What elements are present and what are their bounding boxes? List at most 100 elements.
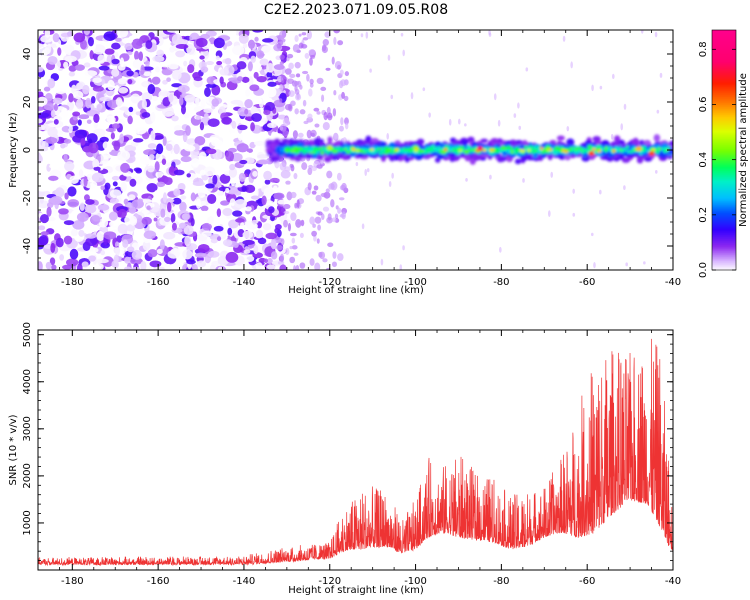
heatmap-cell <box>496 155 504 163</box>
heatmap-cell <box>400 32 404 37</box>
heatmap-cell <box>119 57 125 67</box>
heatmap-cell <box>232 45 245 56</box>
heatmap-cell <box>514 147 519 153</box>
heatmap-cell <box>80 138 86 146</box>
heatmap-cell <box>497 119 501 127</box>
colorbar-segment <box>712 56 736 59</box>
x-tick-label: -100 <box>404 576 427 587</box>
heatmap-cell <box>225 187 230 194</box>
colorbar-segment <box>712 138 736 141</box>
heatmap-cell <box>403 148 409 152</box>
heatmap-cell <box>247 39 256 50</box>
heatmap-cell <box>135 168 143 174</box>
heatmap-cell <box>117 208 127 218</box>
heatmap-cell <box>38 106 45 111</box>
colorbar-segment <box>712 116 736 119</box>
heatmap-cell <box>143 149 156 156</box>
heatmap-cell <box>455 148 460 152</box>
colorbar-segment <box>712 126 736 129</box>
heatmap-cell <box>128 206 137 214</box>
heatmap-cell <box>140 260 147 270</box>
heatmap-cell <box>124 42 133 51</box>
heatmap-cell <box>465 177 468 182</box>
heatmap-cell <box>327 213 332 221</box>
heatmap-cell <box>295 93 302 101</box>
snr-y-label: SNR (10 * v/v) <box>8 414 19 485</box>
x-tick-label: -160 <box>147 576 170 587</box>
heatmap-cell <box>145 40 153 50</box>
colorbar-segment <box>712 64 736 67</box>
heatmap-cell <box>300 219 305 227</box>
x-tick-label: -180 <box>61 576 84 587</box>
heatmap-cell <box>270 155 279 163</box>
heatmap-cell <box>227 227 233 236</box>
y-tick-label: 5000 <box>22 322 33 347</box>
heatmap-cell <box>92 86 104 92</box>
heatmap-cell <box>100 185 106 191</box>
colorbar-segment <box>712 226 736 229</box>
heatmap-cell <box>326 170 333 179</box>
heatmap-cell <box>88 255 96 262</box>
heatmap-cell <box>196 260 207 268</box>
heatmap-cell <box>78 114 90 120</box>
colorbar-segment <box>712 136 736 139</box>
heatmap-cell <box>183 60 188 67</box>
heatmap-cell <box>279 264 287 270</box>
heatmap-cell <box>149 260 162 268</box>
heatmap-cell <box>187 64 195 74</box>
heatmap-cell <box>471 148 476 151</box>
snr-y-axis: 1000 2000 3000 4000 5000 <box>22 322 673 561</box>
colorbar-segment <box>712 250 736 253</box>
heatmap-cell <box>185 125 191 136</box>
heatmap-cell <box>147 249 158 258</box>
heatmap-cell <box>510 149 514 155</box>
colorbar-segment <box>712 186 736 189</box>
heatmap-cell <box>88 36 94 47</box>
colorbar-segment <box>712 166 736 169</box>
heatmap-cell <box>286 146 291 151</box>
heatmap-cell <box>499 246 502 253</box>
heatmap-cell <box>134 126 147 135</box>
spectrogram-panel: -180 -160 -140 -120 -100 -80 -60 -40 -40 -20 0 20 4… <box>8 29 681 296</box>
heatmap-cell <box>333 36 337 46</box>
heatmap-cell <box>217 191 224 196</box>
heatmap-cell <box>280 75 285 84</box>
spectrogram-x-axis: -180 -160 -140 -120 -100 -80 -60 -40 <box>59 30 681 288</box>
heatmap-cell <box>142 132 150 140</box>
heatmap-cell <box>146 182 158 193</box>
heatmap-cell <box>171 115 179 122</box>
heatmap-cell <box>284 166 291 172</box>
heatmap-cell <box>229 163 236 171</box>
colorbar-segment <box>712 224 736 227</box>
heatmap-cell <box>659 72 663 78</box>
heatmap-cell <box>181 104 186 115</box>
heatmap-cell <box>282 203 291 210</box>
heatmap-cell <box>339 125 344 132</box>
heatmap-cell <box>217 266 223 270</box>
heatmap-cell <box>113 254 119 264</box>
heatmap-cell <box>85 199 95 205</box>
heatmap-hotspot <box>648 151 655 157</box>
heatmap-cell <box>279 253 285 263</box>
heatmap-cell <box>279 84 284 92</box>
heatmap-cell <box>587 144 593 150</box>
heatmap-cell <box>599 85 603 90</box>
colorbar-segment <box>712 200 736 203</box>
heatmap-cell <box>256 75 267 83</box>
heatmap-cell <box>216 208 222 218</box>
heatmap-cell <box>215 55 220 61</box>
heatmap-cell <box>180 156 192 163</box>
colorbar-segment <box>712 182 736 185</box>
heatmap-cell <box>103 250 112 257</box>
heatmap-cell <box>304 52 310 59</box>
heatmap-cell <box>291 245 298 250</box>
heatmap-cell <box>586 148 590 154</box>
heatmap-cell <box>191 158 200 168</box>
colorbar-segment <box>712 146 736 149</box>
heatmap-cell <box>74 64 85 71</box>
heatmap-cell <box>186 43 196 55</box>
heatmap-cell <box>263 109 271 116</box>
heatmap-cell <box>63 235 73 245</box>
heatmap-cell <box>513 113 517 118</box>
heatmap-cell <box>142 240 151 251</box>
